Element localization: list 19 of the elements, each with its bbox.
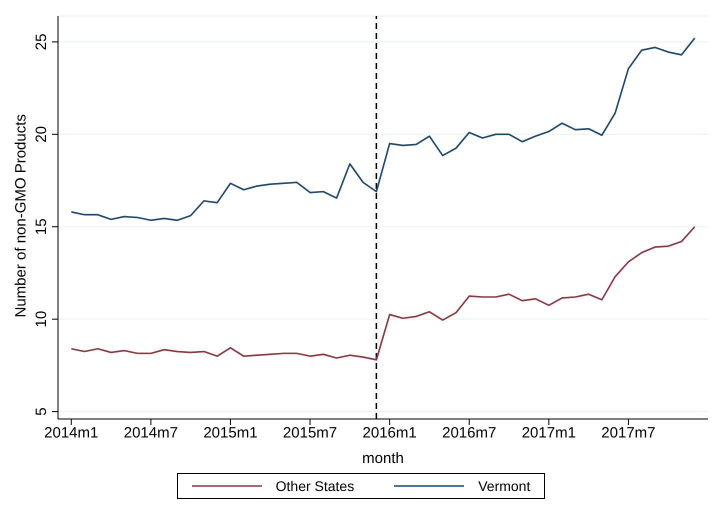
y-tick-label: 5	[33, 407, 50, 416]
x-tick-label: 2017m7	[601, 424, 656, 442]
legend-label: Vermont	[477, 478, 530, 494]
x-tick-label: 2017m1	[522, 424, 576, 442]
y-tick-label: 15	[33, 218, 50, 236]
line-series	[70, 226, 696, 361]
y-axis-title: Number of non-GMO Products	[12, 114, 30, 318]
line-series	[70, 37, 696, 222]
x-tick-label: 2014m1	[44, 424, 98, 442]
legend-label: Other States	[274, 478, 354, 494]
x-tick-label: 2016m7	[442, 424, 496, 442]
x-tick-label: 2014m7	[124, 424, 178, 442]
y-tick-label: 10	[33, 310, 50, 328]
x-tick-label: 2015m1	[203, 424, 258, 442]
x-axis-title: month	[362, 450, 404, 467]
x-tick-label: 2015m7	[282, 424, 338, 442]
x-tick-label: 2016m1	[362, 424, 417, 442]
y-tick-label: 25	[33, 34, 50, 50]
y-tick-label: 20	[33, 126, 50, 143]
